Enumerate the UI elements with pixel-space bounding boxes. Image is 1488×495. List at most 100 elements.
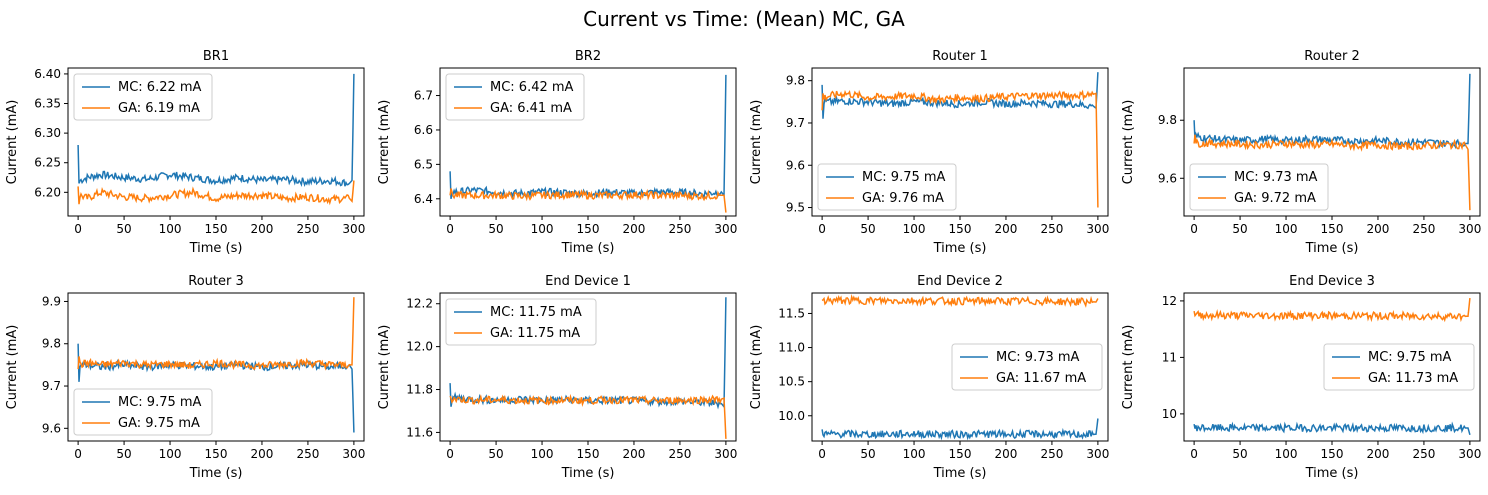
chart-end-device-1-xlabel: Time (s) bbox=[561, 466, 615, 481]
chart-router-2-legend-entry-ga: GA: 9.72 mA bbox=[1234, 191, 1316, 206]
chart-end-device-1-title: End Device 1 bbox=[545, 274, 631, 289]
chart-router-2-xtick-label: 150 bbox=[1321, 222, 1344, 236]
chart-end-device-3: End Device 3 0 50 100 150 200 250 300 10 11 12 Time… bbox=[1121, 274, 1481, 481]
chart-end-device-3-ytick-label: 11 bbox=[1162, 350, 1177, 364]
chart-router-2-xtick-label: 50 bbox=[1232, 222, 1247, 236]
chart-br1-xtick-label: 0 bbox=[74, 222, 82, 236]
chart-router-3-ytick-label: 9.9 bbox=[42, 294, 61, 308]
chart-br2-xtick-label: 50 bbox=[488, 222, 503, 236]
chart-end-device-2-title: End Device 2 bbox=[917, 274, 1003, 289]
chart-end-device-2-ylabel: Current (mA) bbox=[749, 325, 764, 410]
chart-br2-xtick-label: 300 bbox=[714, 222, 737, 236]
chart-end-device-3-series-mc-line bbox=[1193, 421, 1471, 435]
chart-end-device-1-ytick-label: 11.6 bbox=[406, 425, 433, 439]
chart-br1-xtick-label: 150 bbox=[205, 222, 228, 236]
chart-br2-legend-entry-mc: MC: 6.42 mA bbox=[490, 80, 574, 95]
chart-end-device-3-xtick-label: 200 bbox=[1367, 447, 1390, 461]
chart-end-device-1-xtick-label: 300 bbox=[714, 447, 737, 461]
chart-end-device-2-ytick-label: 11.0 bbox=[778, 341, 805, 355]
chart-br1-title: BR1 bbox=[203, 49, 229, 64]
chart-end-device-3-xlabel: Time (s) bbox=[1305, 466, 1359, 481]
chart-router-1-ytick-label: 9.5 bbox=[786, 201, 805, 215]
chart-end-device-1-series-ga-line bbox=[449, 393, 727, 439]
chart-router-1-xtick-label: 300 bbox=[1086, 222, 1109, 236]
chart-router-3-title: Router 3 bbox=[188, 274, 244, 289]
chart-end-device-3-legend-entry-ga: GA: 11.73 mA bbox=[1368, 371, 1458, 386]
chart-router-3-legend-entry-ga: GA: 9.75 mA bbox=[118, 416, 200, 431]
chart-end-device-2-xtick-label: 100 bbox=[903, 447, 926, 461]
chart-router-1: Router 1 0 50 100 150 200 250 300 9.5 9.6 9.7 9.8 Ti… bbox=[749, 49, 1109, 256]
chart-router-1-xtick-label: 0 bbox=[818, 222, 826, 236]
chart-br1-xtick-label: 50 bbox=[116, 222, 131, 236]
chart-router-3-ytick-label: 9.7 bbox=[42, 379, 61, 393]
chart-end-device-2-ytick-label: 10.0 bbox=[778, 409, 805, 423]
chart-router-2-series-ga-line bbox=[1193, 134, 1471, 211]
chart-end-device-2-series-ga-line bbox=[821, 294, 1099, 308]
chart-end-device-1-legend-box bbox=[445, 298, 597, 346]
chart-router-1-title: Router 1 bbox=[932, 49, 988, 64]
chart-br2-ytick-label: 6.6 bbox=[414, 123, 433, 137]
chart-router-1-xtick-label: 250 bbox=[1040, 222, 1063, 236]
chart-end-device-2-xtick-label: 300 bbox=[1086, 447, 1109, 461]
chart-router-2-series-mc-line bbox=[1193, 73, 1471, 150]
chart-br1-ytick-label: 6.30 bbox=[34, 126, 61, 140]
chart-end-device-3-xtick-label: 100 bbox=[1275, 447, 1298, 461]
chart-end-device-2-xlabel: Time (s) bbox=[933, 466, 987, 481]
chart-end-device-1-ylabel: Current (mA) bbox=[377, 325, 392, 410]
chart-end-device-1-ytick-label: 12.2 bbox=[406, 297, 433, 311]
chart-end-device-3-ytick-label: 10 bbox=[1162, 407, 1177, 421]
chart-end-device-2-ytick-label: 10.5 bbox=[778, 375, 805, 389]
chart-br1-xtick-label: 300 bbox=[342, 222, 365, 236]
chart-end-device-3-title: End Device 3 bbox=[1289, 274, 1375, 289]
chart-br2-ylabel: Current (mA) bbox=[377, 100, 392, 185]
chart-end-device-3-xtick-label: 250 bbox=[1412, 447, 1435, 461]
chart-br1-series-ga-line bbox=[77, 180, 355, 206]
chart-end-device-1-legend: MC: 11.75 mA GA: 11.75 mA bbox=[445, 298, 597, 346]
chart-br2: BR2 0 50 100 150 200 250 300 6.4 6.5 6.6 6.7 Time (s… bbox=[377, 49, 737, 256]
chart-br1-ytick-label: 6.25 bbox=[34, 156, 61, 170]
chart-router-3-xtick-label: 100 bbox=[159, 447, 182, 461]
chart-br2-legend-entry-ga: GA: 6.41 mA bbox=[490, 101, 572, 116]
chart-end-device-2-xtick-label: 50 bbox=[860, 447, 875, 461]
chart-router-3-ytick-label: 9.6 bbox=[42, 421, 61, 435]
chart-br1-ytick-label: 6.35 bbox=[34, 97, 61, 111]
chart-end-device-1-legend-entry-mc: MC: 11.75 mA bbox=[490, 305, 582, 320]
chart-router-3-legend-entry-mc: MC: 9.75 mA bbox=[118, 395, 202, 410]
chart-br2-legend: MC: 6.42 mA GA: 6.41 mA bbox=[445, 73, 585, 121]
chart-router-3-xtick-label: 250 bbox=[296, 447, 319, 461]
chart-br1-ylabel: Current (mA) bbox=[5, 100, 20, 185]
chart-router-1-xtick-label: 150 bbox=[949, 222, 972, 236]
chart-end-device-3-xtick-label: 300 bbox=[1458, 447, 1481, 461]
chart-end-device-1-xtick-label: 50 bbox=[488, 447, 503, 461]
chart-end-device-2-xtick-label: 200 bbox=[995, 447, 1018, 461]
chart-router-3-legend: MC: 9.75 mA GA: 9.75 mA bbox=[73, 388, 213, 436]
chart-router-1-ytick-label: 9.7 bbox=[786, 116, 805, 130]
chart-router-3-xtick-label: 200 bbox=[251, 447, 274, 461]
chart-router-1-xlabel: Time (s) bbox=[933, 241, 987, 256]
chart-router-2-xtick-label: 200 bbox=[1367, 222, 1390, 236]
chart-br2-xtick-label: 150 bbox=[577, 222, 600, 236]
chart-end-device-2-legend: MC: 9.73 mA GA: 11.67 mA bbox=[951, 343, 1103, 391]
chart-br2-xtick-label: 200 bbox=[623, 222, 646, 236]
chart-router-2-xtick-label: 100 bbox=[1275, 222, 1298, 236]
chart-end-device-2-series-mc-line bbox=[821, 418, 1099, 441]
chart-br1-xlabel: Time (s) bbox=[189, 241, 243, 256]
chart-end-device-2-xtick-label: 250 bbox=[1040, 447, 1063, 461]
chart-router-2-legend-entry-mc: MC: 9.73 mA bbox=[1234, 170, 1318, 185]
chart-end-device-2-xtick-label: 150 bbox=[949, 447, 972, 461]
chart-router-2-ytick-label: 9.6 bbox=[1158, 171, 1177, 185]
chart-end-device-3-legend-box bbox=[1323, 343, 1475, 391]
chart-end-device-1-xtick-label: 150 bbox=[577, 447, 600, 461]
chart-end-device-3-ylabel: Current (mA) bbox=[1121, 325, 1136, 410]
chart-br1-xtick-label: 200 bbox=[251, 222, 274, 236]
chart-br1-ytick-label: 6.40 bbox=[34, 67, 61, 81]
chart-router-1-legend-entry-ga: GA: 9.76 mA bbox=[862, 191, 944, 206]
chart-br2-xlabel: Time (s) bbox=[561, 241, 615, 256]
chart-router-1-ytick-label: 9.8 bbox=[786, 74, 805, 88]
chart-router-1-legend-entry-mc: MC: 9.75 mA bbox=[862, 170, 946, 185]
chart-end-device-1: End Device 1 0 50 100 150 200 250 300 11.6 11.8 12… bbox=[377, 274, 737, 481]
chart-end-device-1-xtick-label: 250 bbox=[668, 447, 691, 461]
chart-br1-legend: MC: 6.22 mA GA: 6.19 mA bbox=[73, 73, 213, 121]
chart-end-device-1-xtick-label: 200 bbox=[623, 447, 646, 461]
